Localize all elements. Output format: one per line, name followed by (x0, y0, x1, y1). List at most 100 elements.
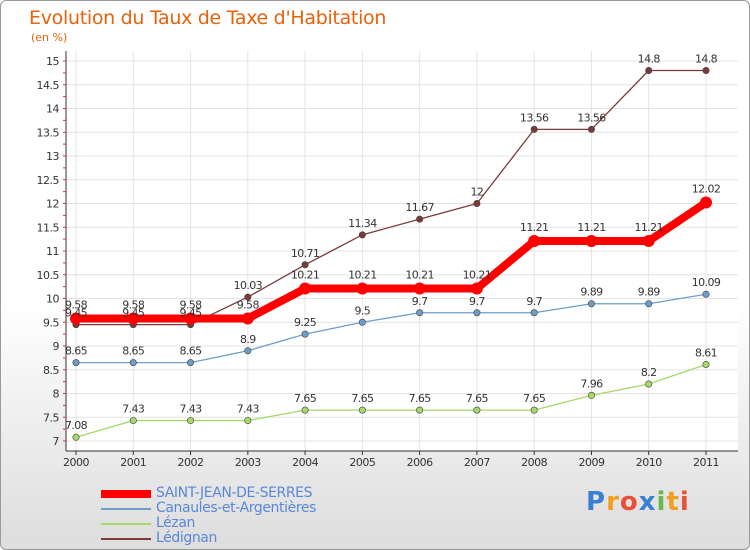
data-point (301, 330, 309, 338)
data-label: 9.7 (469, 295, 485, 308)
data-point (187, 359, 195, 367)
data-label: 10.71 (291, 247, 320, 260)
y-tick-label: 9 (53, 340, 60, 353)
data-point (587, 125, 595, 133)
data-label: 9.7 (526, 295, 542, 308)
data-point (702, 67, 710, 75)
y-tick-label: 11 (46, 245, 59, 258)
data-label: 10.21 (348, 269, 377, 282)
y-tick-label: 9.5 (43, 316, 59, 329)
legend-label: SAINT-JEAN-DE-SERRES (156, 485, 313, 501)
x-tick-label: 2003 (235, 456, 261, 469)
data-label: 9.45 (65, 307, 88, 320)
data-point (129, 359, 137, 367)
legend-label: Lézan (156, 515, 195, 531)
data-point (72, 433, 80, 441)
x-tick-label: 2010 (636, 456, 662, 469)
y-tick-label: 10 (46, 293, 59, 306)
data-point (642, 235, 655, 248)
data-point (241, 312, 254, 325)
data-label: 9.58 (237, 298, 260, 311)
x-tick-label: 2001 (120, 456, 146, 469)
legend-swatch (101, 490, 151, 498)
data-point (587, 300, 595, 308)
data-point (127, 312, 140, 325)
data-point (470, 282, 483, 295)
data-point (473, 406, 481, 414)
data-label: 11.21 (577, 221, 606, 234)
y-tick-label: 8 (53, 388, 60, 401)
logo-letter: t (666, 487, 680, 517)
data-point (129, 417, 137, 425)
data-label: 10.21 (291, 269, 320, 282)
legend-swatch (101, 538, 151, 540)
data-point (184, 312, 197, 325)
y-tick-label: 11.5 (37, 221, 60, 234)
legend-item-canaules: Canaules-et-Argentières (101, 500, 401, 516)
data-point (702, 290, 710, 298)
x-tick-label: 2004 (292, 456, 318, 469)
data-point (585, 235, 598, 248)
data-label: 8.65 (122, 345, 145, 358)
x-tick-label: 2005 (349, 456, 375, 469)
logo-letter: i (679, 487, 690, 517)
data-label: 8.61 (695, 347, 717, 360)
data-point (358, 318, 366, 326)
data-point (645, 67, 653, 75)
x-tick-label: 2011 (693, 456, 719, 469)
legend-item-lezan: Lézan (101, 515, 401, 531)
data-point (473, 200, 481, 208)
data-label: 8.65 (179, 345, 202, 358)
data-point (645, 380, 653, 388)
data-point (473, 309, 481, 317)
data-label: 8.2 (641, 366, 657, 379)
data-point (299, 282, 312, 295)
x-tick-label: 2008 (521, 456, 547, 469)
data-label: 7.65 (523, 392, 546, 405)
data-point (700, 196, 712, 209)
data-label: 14.8 (695, 53, 718, 66)
y-tick-label: 7.5 (43, 411, 59, 424)
data-label: 8.9 (240, 333, 256, 346)
data-label: 9.7 (412, 295, 428, 308)
data-label: 9.45 (122, 307, 145, 320)
data-point (702, 361, 710, 369)
data-point (244, 347, 252, 355)
y-tick-label: 14 (46, 103, 59, 116)
x-tick-label: 2002 (178, 456, 204, 469)
legend-swatch (101, 508, 151, 510)
y-tick-label: 8.5 (43, 364, 59, 377)
data-point (528, 235, 541, 248)
data-point (416, 406, 424, 414)
y-tick-label: 15 (46, 55, 59, 68)
data-label: 7.65 (466, 392, 489, 405)
data-label: 7.65 (294, 392, 317, 405)
data-label: 13.56 (520, 111, 549, 124)
logo-letter: P (586, 487, 607, 517)
x-tick-label: 2007 (464, 456, 490, 469)
data-label: 7.65 (409, 392, 432, 405)
data-point (70, 312, 82, 325)
data-label: 11.21 (520, 221, 549, 234)
data-label: 10.21 (405, 269, 434, 282)
data-point (301, 261, 309, 269)
y-tick-label: 12.5 (37, 174, 60, 187)
data-label: 9.25 (294, 316, 317, 329)
data-label: 7.43 (237, 403, 260, 416)
series-line (72, 198, 710, 323)
data-label: 7.08 (65, 419, 88, 432)
legend-item-saint-jean-de-serres: SAINT-JEAN-DE-SERRES (101, 485, 401, 501)
data-point (416, 215, 424, 223)
y-tick-label: 13 (46, 150, 59, 163)
data-label: 8.65 (65, 345, 88, 358)
data-label: 14.8 (638, 53, 661, 66)
series-line (75, 69, 707, 326)
data-point (413, 282, 426, 295)
legend-label: Canaules-et-Argentières (156, 500, 316, 516)
data-point (244, 417, 252, 425)
data-label: 9.58 (179, 298, 202, 311)
chart-title: Evolution du Taux de Taxe d'Habitation (29, 7, 387, 29)
data-point (358, 231, 366, 239)
